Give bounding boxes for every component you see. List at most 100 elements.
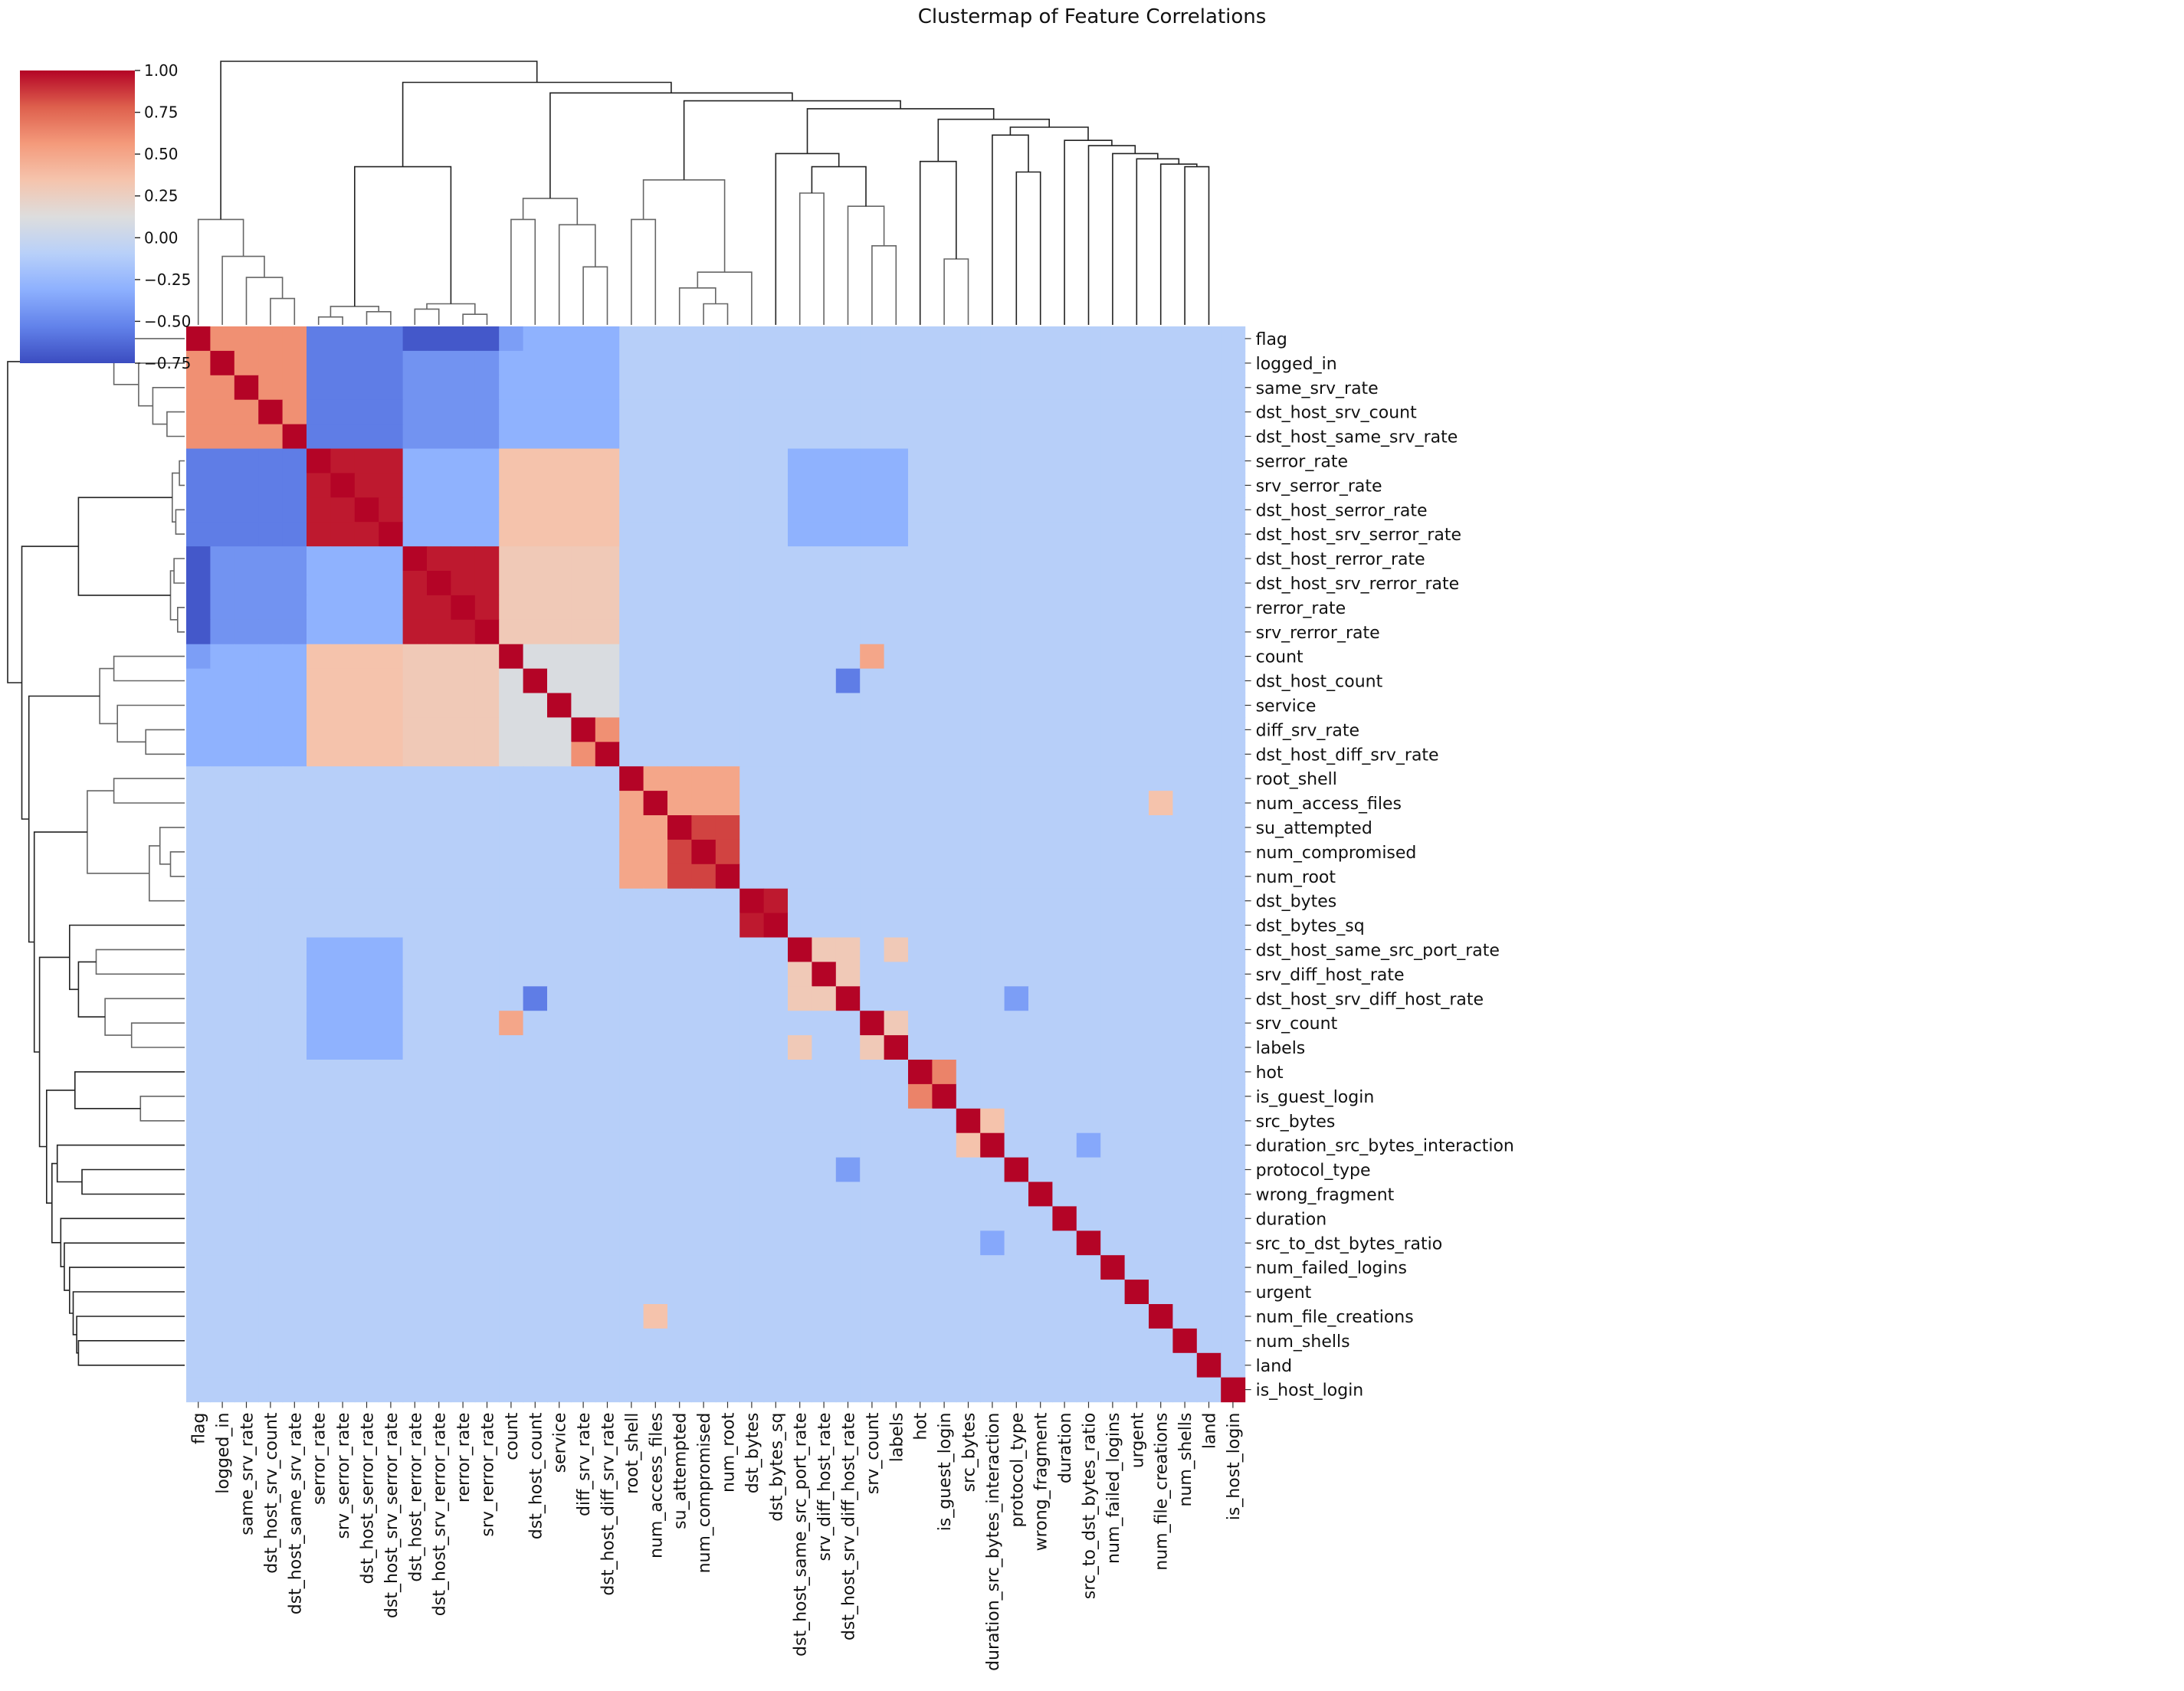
heatmap-cell-duration_src_bytes_interaction-land [1196,1132,1222,1158]
heatmap-cell-dst_host_srv_rerror_rate-dst_host_same_srv_rate [282,571,307,596]
heatmap-cell-srv_rerror_rate-duration [1052,619,1077,645]
heatmap-cell-dst_host_diff_srv_rate-count [499,742,524,767]
heatmap-cell-num_failed_logins-labels [884,1255,909,1280]
heatmap-cell-service-dst_bytes_sq [763,693,789,718]
heatmap-cell-service-num_file_creations [1149,693,1173,718]
heatmap-cell-serror_rate-hot [908,448,933,474]
heatmap-cell-dst_host_same_srv_rate-rerror_rate [451,424,476,450]
heatmap-cell-srv_serror_rate-land [1196,473,1222,498]
heatmap-cell-num_access_files-dst_bytes_sq [763,791,789,816]
heatmap-cell-dst_host_same_srv_rate-is_host_login [1221,424,1246,450]
heatmap-cell-su_attempted-flag [186,815,211,841]
heatmap-cell-dst_host_srv_rerror_rate-dst_host_same_src_port_rate [788,571,812,596]
heatmap-cell-srv_serror_rate-dst_host_rerror_rate [402,473,428,498]
colorbar-tick-label-1: −0.50 [144,312,191,330]
heatmap-cell-count-dst_host_count [523,644,548,670]
heatmap-cell-src_bytes-duration [1052,1108,1077,1134]
heatmap-cell-dst_host_srv_count-hot [908,399,933,425]
heatmap-cell-urgent-dst_host_diff_srv_rate [595,1280,620,1305]
heatmap-cell-srv_rerror_rate-dst_host_serror_rate [354,619,379,645]
heatmap-cell-su_attempted-srv_count [860,815,885,841]
heatmap-cell-num_shells-hot [908,1328,933,1354]
heatmap-cell-dst_host_same_srv_rate-num_failed_logins [1100,424,1126,450]
heatmap-cell-count-wrong_fragment [1028,644,1053,670]
heatmap-cell-is_host_login-land [1196,1377,1222,1403]
heatmap-cell-src_bytes-diff_srv_rate [571,1108,596,1134]
row-dendrogram-link-39 [28,695,100,943]
heatmap-cell-diff_srv_rate-duration [1052,717,1077,742]
heatmap-cell-serror_rate-srv_serror_rate [330,448,356,474]
heatmap-cell-srv_diff_host_rate-duration [1052,962,1077,987]
heatmap-cell-duration_src_bytes_interaction-urgent [1124,1132,1149,1158]
heatmap-cell-num_shells-labels [884,1328,909,1354]
heatmap-cell-dst_host_serror_rate-protocol_type [1004,497,1029,523]
heatmap-cell-su_attempted-logged_in [210,815,235,841]
heatmap-cell-dst_host_diff_srv_rate-dst_host_srv_serror_rate [379,742,404,767]
heatmap-cell-flag-rerror_rate [451,326,476,352]
heatmap-cell-same_srv_rate-num_failed_logins [1100,375,1126,401]
heatmap-cell-su_attempted-serror_rate [307,815,331,841]
heatmap-cell-root_shell-serror_rate [307,766,331,791]
heatmap-cell-is_host_login-dst_host_same_srv_rate [282,1377,307,1403]
heatmap-cell-land-urgent [1124,1352,1149,1378]
heatmap-cell-is_host_login-dst_host_diff_srv_rate [595,1377,620,1403]
heatmap-cell-num_file_creations-service [547,1304,572,1329]
heatmap-cell-duration-dst_host_serror_rate [354,1206,379,1231]
heatmap-cell-srv_count-service [547,1011,572,1036]
heatmap-cell-root_shell-src_bytes [956,766,981,791]
heatmap-cell-dst_host_count-flag [186,668,211,694]
heatmap-cell-dst_host_rerror_rate-srv_diff_host_rate [812,546,837,572]
heatmap-cell-same_srv_rate-rerror_rate [451,375,476,401]
heatmap-cell-duration-src_to_dst_bytes_ratio [1076,1206,1101,1231]
heatmap-cell-dst_bytes_sq-num_shells [1172,913,1198,939]
heatmap-cell-num_shells-urgent [1124,1328,1149,1354]
heatmap-cell-dst_host_srv_diff_host_rate-dst_host_same_src_port_rate [788,986,812,1011]
heatmap-cell-rerror_rate-dst_host_srv_diff_host_rate [835,595,861,621]
heatmap-cell-num_failed_logins-num_root [715,1255,740,1280]
heatmap-cell-src_bytes-hot [908,1108,933,1134]
heatmap-cell-dst_host_count-is_guest_login [932,668,957,694]
heatmap-cell-num_file_creations-urgent [1124,1304,1149,1329]
heatmap-cell-dst_host_count-num_failed_logins [1100,668,1126,694]
heatmap-cell-srv_diff_host_rate-num_file_creations [1149,962,1173,987]
heatmap-cell-diff_srv_rate-land [1196,717,1222,742]
heatmap-cell-dst_host_srv_diff_host_rate-dst_host_srv_serror_rate [379,986,404,1011]
heatmap-cell-duration-num_file_creations [1149,1206,1173,1231]
heatmap-cell-wrong_fragment-dst_host_rerror_rate [402,1181,428,1207]
heatmap-cell-rerror_rate-diff_srv_rate [571,595,596,621]
heatmap-cell-service-dst_host_srv_serror_rate [379,693,404,718]
heatmap-cell-duration_src_bytes_interaction-dst_host_srv_count [258,1132,284,1158]
heatmap-cell-dst_host_serror_rate-num_access_files [643,497,668,523]
heatmap-cell-count-same_srv_rate [234,644,259,670]
heatmap-cell-dst_host_srv_rerror_rate-service [547,571,572,596]
row-label-dst_host_srv_serror_rate: dst_host_srv_serror_rate [1256,526,1461,545]
heatmap-cell-dst_host_serror_rate-land [1196,497,1222,523]
heatmap-cell-labels-flag [186,1035,211,1060]
heatmap-cell-dst_host_srv_count-dst_bytes [739,399,765,425]
heatmap-cell-dst_bytes-is_host_login [1221,888,1246,914]
heatmap-cell-dst_host_srv_diff_host_rate-service [547,986,572,1011]
heatmap-cell-count-labels [884,644,909,670]
heatmap-cell-urgent-flag [186,1280,211,1305]
heatmap-cell-dst_host_same_src_port_rate-srv_serror_rate [330,937,356,962]
heatmap-cell-wrong_fragment-root_shell [619,1181,644,1207]
row-dendrogram-link-30 [76,1316,185,1354]
heatmap-cell-hot-is_guest_login [932,1060,957,1085]
heatmap-cell-dst_host_srv_serror_rate-num_shells [1172,522,1198,547]
heatmap-cell-duration_src_bytes_interaction-num_shells [1172,1132,1198,1158]
heatmap-cell-wrong_fragment-flag [186,1181,211,1207]
heatmap-cell-diff_srv_rate-count [499,717,524,742]
heatmap-cell-root_shell-src_to_dst_bytes_ratio [1076,766,1101,791]
heatmap-cell-su_attempted-su_attempted [667,815,692,841]
heatmap-cell-count-srv_serror_rate [330,644,356,670]
heatmap-cell-src_bytes-num_access_files [643,1108,668,1134]
heatmap-cell-root_shell-dst_host_srv_count [258,766,284,791]
heatmap-cell-is_guest_login-num_failed_logins [1100,1083,1126,1109]
heatmap-cell-num_failed_logins-dst_host_same_src_port_rate [788,1255,812,1280]
heatmap-cell-su_attempted-dst_host_count [523,815,548,841]
heatmap-cell-dst_host_srv_serror_rate-is_host_login [1221,522,1246,547]
heatmap-cell-service-duration [1052,693,1077,718]
heatmap-cell-diff_srv_rate-same_srv_rate [234,717,259,742]
heatmap-cell-dst_host_srv_serror_rate-num_file_creations [1149,522,1173,547]
heatmap-cell-num_failed_logins-logged_in [210,1255,235,1280]
